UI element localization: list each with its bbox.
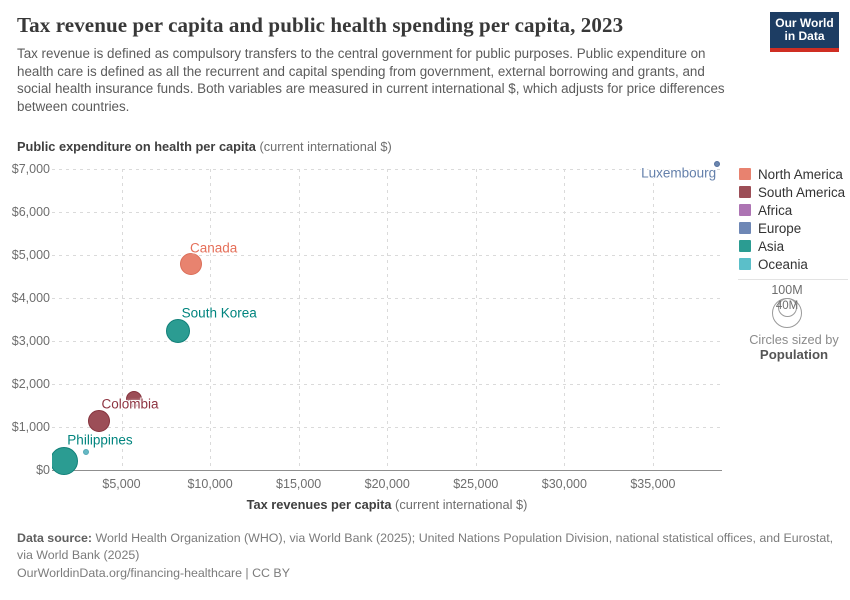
x-gridline <box>652 168 654 470</box>
y-tick-label: $0 <box>36 463 50 477</box>
logo-line-1: Our World <box>775 16 834 30</box>
data-source-prefix: Data source: <box>17 531 93 545</box>
legend-label: South America <box>758 184 846 200</box>
y-gridline <box>52 426 722 428</box>
canada-dot[interactable] <box>179 253 202 276</box>
y-gridline <box>52 168 722 170</box>
owid-logo[interactable]: Our World in Data <box>770 12 839 52</box>
x-tick-label: $35,000 <box>630 477 676 491</box>
plot-area: Luxembourg Canada South Korea Colombia Phili… <box>52 155 722 475</box>
size-label-40m: 40M <box>775 300 799 312</box>
europe-swatch <box>739 222 751 234</box>
y-axis-title: Public expenditure on health per capita … <box>17 139 392 154</box>
legend-divider <box>738 279 848 280</box>
luxembourg-label: Luxembourg <box>641 165 717 181</box>
south-korea-label: South Korea <box>181 305 257 321</box>
y-axis-title-unit: (current international $) <box>255 139 392 154</box>
asia-swatch <box>739 240 751 252</box>
x-axis-title-unit: (current international $) <box>391 497 528 512</box>
x-tick-label: $20,000 <box>364 477 410 491</box>
y-gridline <box>52 340 722 342</box>
colombia-dot[interactable] <box>88 409 111 432</box>
footer-link[interactable]: OurWorldinData.org/financing-healthcare … <box>17 566 290 580</box>
x-axis-title: Tax revenues per capita (current interna… <box>52 497 722 512</box>
legend-item-oceania[interactable]: Oceania <box>739 255 845 273</box>
x-gridline <box>475 168 477 470</box>
y-tick-label: $6,000 <box>11 204 50 219</box>
y-gridline <box>52 383 722 385</box>
philippines-dot[interactable] <box>52 446 78 475</box>
north-america-swatch <box>739 168 751 180</box>
y-tick-label: $5,000 <box>11 247 50 262</box>
x-tick-label: $10,000 <box>187 477 233 491</box>
y-tick-label: $1,000 <box>11 419 50 434</box>
legend-label: North America <box>758 166 843 182</box>
size-legend-caption: Circles sized by <box>749 332 839 347</box>
size-legend-caption-population: Population <box>759 347 829 362</box>
size-circle-40m <box>778 298 797 317</box>
x-tick-label: $25,000 <box>453 477 499 491</box>
y-gridline <box>52 254 722 256</box>
legend-item-africa[interactable]: Africa <box>739 201 845 219</box>
x-gridline <box>210 168 212 470</box>
luxembourg-dot[interactable] <box>713 160 720 167</box>
legend-item-north-america[interactable]: North America <box>739 165 845 183</box>
logo-line-2: in Data <box>784 29 825 43</box>
x-tick-label: $15,000 <box>276 477 322 491</box>
legend-label: Europe <box>758 220 802 236</box>
chart-subtitle: Tax revenue is defined as compulsory tra… <box>17 46 725 114</box>
y-tick-label: $2,000 <box>11 376 50 391</box>
africa-swatch <box>739 204 751 216</box>
size-label-100m: 100M <box>771 283 803 297</box>
y-gridline <box>52 297 722 299</box>
canada-label: Canada <box>189 240 238 256</box>
x-gridline <box>121 168 123 470</box>
philippines-label: Philippines <box>67 432 133 448</box>
oceania-dot[interactable] <box>83 448 90 455</box>
south-america-dot[interactable] <box>125 391 142 408</box>
south-america-swatch <box>739 186 751 198</box>
x-tick-labels: $5,000 $10,000 $15,000 $20,000 $25,000 $30,00… <box>52 477 722 493</box>
legend-item-asia[interactable]: Asia <box>739 237 845 255</box>
oceania-swatch <box>739 258 751 270</box>
x-gridline <box>564 168 566 470</box>
x-tick-label: $30,000 <box>541 477 587 491</box>
colombia-label: Colombia <box>101 396 159 412</box>
continent-legend: North America South America Africa Europe As… <box>739 165 845 273</box>
y-tick-label: $4,000 <box>11 290 50 305</box>
y-tick-label: $3,000 <box>11 333 50 348</box>
legend-item-europe[interactable]: Europe <box>739 219 845 237</box>
south-korea-dot[interactable] <box>166 319 191 344</box>
y-axis-title-text: Public expenditure on health per capita <box>17 139 256 154</box>
data-source-text: World Health Organization (WHO), via Wor… <box>17 531 834 563</box>
legend-label: Africa <box>758 202 793 218</box>
x-gridline <box>298 168 300 470</box>
page-title: Tax revenue per capita and public health… <box>17 13 624 37</box>
y-gridline <box>52 211 722 213</box>
y-tick-label: $7,000 <box>11 161 50 176</box>
x-tick-label: $5,000 <box>102 477 141 491</box>
data-source: Data source: World Health Organization (… <box>17 530 835 565</box>
x-gridline <box>387 168 389 470</box>
x-axis-title-text: Tax revenues per capita <box>246 497 392 512</box>
legend-label: Asia <box>758 238 785 254</box>
legend-item-south-america[interactable]: South America <box>739 183 845 201</box>
legend-label: Oceania <box>758 256 808 272</box>
